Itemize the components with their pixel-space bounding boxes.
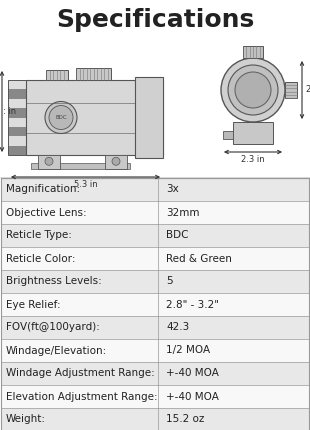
Bar: [1, 362, 309, 385]
Bar: [223, 131, 233, 139]
Bar: [26, 80, 163, 155]
Circle shape: [49, 105, 73, 129]
Bar: [8, 80, 26, 155]
Text: Windage Adjustment Range:: Windage Adjustment Range:: [6, 369, 155, 378]
Bar: [1, 293, 309, 316]
Bar: [8, 117, 26, 127]
Bar: [1, 201, 309, 224]
Text: 2.3 in: 2.3 in: [241, 155, 265, 164]
Bar: [46, 70, 68, 80]
Text: Elevation Adjustment Range:: Elevation Adjustment Range:: [6, 391, 157, 402]
Bar: [38, 155, 60, 169]
Bar: [233, 122, 273, 144]
Text: Reticle Type:: Reticle Type:: [6, 230, 72, 240]
Text: +-40 MOA: +-40 MOA: [166, 391, 219, 402]
Bar: [1, 385, 309, 408]
Text: : in: : in: [3, 107, 16, 116]
Bar: [1, 339, 309, 362]
Text: 32mm: 32mm: [166, 208, 200, 218]
Text: 15.2 oz: 15.2 oz: [166, 415, 204, 424]
Bar: [243, 46, 263, 58]
Text: Windage/Elevation:: Windage/Elevation:: [6, 345, 107, 356]
Circle shape: [45, 157, 53, 165]
Text: 5: 5: [166, 276, 173, 286]
Text: Weight:: Weight:: [6, 415, 46, 424]
Text: BDC: BDC: [55, 115, 67, 120]
Bar: [8, 89, 26, 99]
Text: +-40 MOA: +-40 MOA: [166, 369, 219, 378]
Circle shape: [228, 65, 278, 115]
Text: BDC: BDC: [166, 230, 188, 240]
Text: FOV(ft@100yard):: FOV(ft@100yard):: [6, 322, 100, 332]
Bar: [135, 77, 163, 158]
Bar: [8, 108, 26, 117]
Text: Eye Relief:: Eye Relief:: [6, 300, 61, 310]
Bar: [8, 99, 26, 108]
Circle shape: [221, 58, 285, 122]
Bar: [285, 82, 297, 98]
Bar: [1, 316, 309, 339]
Bar: [8, 136, 26, 146]
Bar: [1, 408, 309, 430]
Bar: [1, 178, 309, 430]
Text: 2.8" - 3.2": 2.8" - 3.2": [166, 300, 219, 310]
Text: 42.3: 42.3: [166, 322, 189, 332]
Bar: [8, 146, 26, 155]
Bar: [1, 270, 309, 293]
Bar: [1, 224, 309, 247]
Bar: [105, 155, 127, 169]
Text: Reticle Color:: Reticle Color:: [6, 254, 76, 264]
Text: Magnification:: Magnification:: [6, 184, 80, 194]
Bar: [1, 247, 309, 270]
Bar: [1, 178, 309, 201]
Circle shape: [235, 72, 271, 108]
Bar: [76, 68, 111, 80]
Circle shape: [45, 101, 77, 133]
Bar: [8, 127, 26, 136]
Text: 5.3 in: 5.3 in: [74, 180, 97, 189]
Text: 1/2 MOA: 1/2 MOA: [166, 345, 210, 356]
Circle shape: [112, 157, 120, 165]
Bar: [8, 80, 26, 89]
Text: Brightness Levels:: Brightness Levels:: [6, 276, 102, 286]
Text: Objective Lens:: Objective Lens:: [6, 208, 86, 218]
Text: 2.0: 2.0: [305, 86, 310, 95]
Text: 3x: 3x: [166, 184, 179, 194]
Text: Red & Green: Red & Green: [166, 254, 232, 264]
Text: Specifications: Specifications: [56, 8, 254, 32]
Bar: [31, 163, 130, 169]
